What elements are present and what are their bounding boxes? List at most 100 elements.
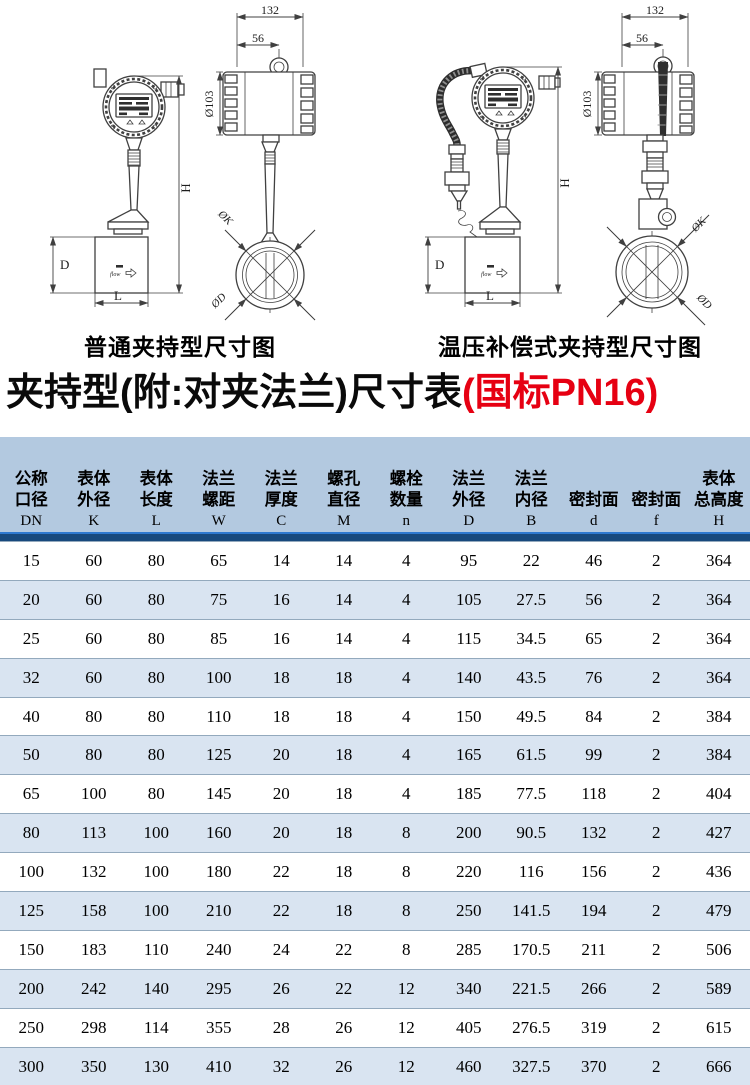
table-cell: 170.5 xyxy=(500,930,563,969)
table-cell: 65 xyxy=(188,542,251,581)
table-cell: 16 xyxy=(250,580,313,619)
table-cell: 60 xyxy=(63,580,126,619)
table-cell: 26 xyxy=(313,1008,376,1047)
dim-label-56: 56 xyxy=(636,31,648,45)
table-cell: 460 xyxy=(438,1047,501,1085)
column-symbol: K xyxy=(88,511,99,530)
table-cell: 350 xyxy=(63,1047,126,1085)
table-cell: 364 xyxy=(688,542,750,581)
table-cell: 14 xyxy=(250,542,313,581)
column-label: 螺孔 xyxy=(327,469,360,490)
table-cell: 4 xyxy=(375,542,438,581)
table-cell: 76 xyxy=(563,658,626,697)
table-cell: 506 xyxy=(688,930,750,969)
table-cell: 4 xyxy=(375,619,438,658)
column-label: 口径 xyxy=(15,490,48,511)
table-cell: 589 xyxy=(688,969,750,1008)
table-cell: 15 xyxy=(0,542,63,581)
table-cell: 410 xyxy=(188,1047,251,1085)
table-cell: 2 xyxy=(625,658,688,697)
table-cell: 20 xyxy=(0,580,63,619)
table-cell: 2 xyxy=(625,697,688,736)
column-label: 表体 xyxy=(140,469,173,490)
column-label: 表体 xyxy=(702,469,735,490)
table-cell: 77.5 xyxy=(500,775,563,814)
dimension-132: 132 xyxy=(237,3,303,67)
table-cell: 194 xyxy=(563,892,626,931)
table-cell: 80 xyxy=(125,775,188,814)
table-cell: 27.5 xyxy=(500,580,563,619)
table-cell: 116 xyxy=(500,853,563,892)
table-cell: 370 xyxy=(563,1047,626,1085)
table-cell: 40 xyxy=(0,697,63,736)
column-label: 表体 xyxy=(77,469,110,490)
column-label: 公称 xyxy=(15,469,48,490)
table-cell: 355 xyxy=(188,1008,251,1047)
table-cell: 384 xyxy=(688,736,750,775)
table-cell: 165 xyxy=(438,736,501,775)
table-cell: 12 xyxy=(375,1008,438,1047)
flow-direction-label: flow xyxy=(481,271,491,278)
column-symbol: f xyxy=(654,511,659,530)
neck-and-tube xyxy=(480,129,520,234)
table-cell: 12 xyxy=(375,1047,438,1085)
pressure-sensor-stack xyxy=(445,145,477,237)
table-cell: 250 xyxy=(438,892,501,931)
table-cell: 300 xyxy=(0,1047,63,1085)
column-label: 直径 xyxy=(327,490,360,511)
table-cell: 80 xyxy=(0,814,63,853)
column-symbol: D xyxy=(463,511,474,530)
dim-label-56: 56 xyxy=(252,31,264,45)
table-cell: 221.5 xyxy=(500,969,563,1008)
table-cell: 12 xyxy=(375,969,438,1008)
column-label: 密封面 xyxy=(632,490,682,511)
wafer-flange-circle: ØK ØD xyxy=(607,215,714,325)
table-cell: 220 xyxy=(438,853,501,892)
column-label: 厚度 xyxy=(265,490,298,511)
column-label: 密封面 xyxy=(569,490,619,511)
column-label: 内径 xyxy=(515,490,548,511)
table-cell: 26 xyxy=(250,969,313,1008)
table-cell: 22 xyxy=(313,930,376,969)
table-cell: 2 xyxy=(625,853,688,892)
table-cell: 2 xyxy=(625,814,688,853)
dimension-d: D xyxy=(425,237,465,293)
table-cell: 210 xyxy=(188,892,251,931)
table-cell: 276.5 xyxy=(500,1008,563,1047)
dimension-103: Ø103 xyxy=(202,72,223,135)
column-label: 外径 xyxy=(77,490,110,511)
meter-body: flow xyxy=(465,237,520,293)
column-label: 长度 xyxy=(140,490,173,511)
table-cell: 114 xyxy=(125,1008,188,1047)
table-cell: 14 xyxy=(313,619,376,658)
table-cell: 615 xyxy=(688,1008,750,1047)
column-label: 法兰 xyxy=(202,469,235,490)
table-cell: 2 xyxy=(625,969,688,1008)
table-cell: 185 xyxy=(438,775,501,814)
table-cell: 60 xyxy=(63,658,126,697)
table-cell: 2 xyxy=(625,736,688,775)
table-cell: 50 xyxy=(0,736,63,775)
table-cell: 84 xyxy=(563,697,626,736)
table-cell: 20 xyxy=(250,775,313,814)
table-cell: 105 xyxy=(438,580,501,619)
column-label: 总高度 xyxy=(694,490,744,511)
table-cell: 18 xyxy=(313,697,376,736)
dim-label-h: H xyxy=(178,183,193,192)
table-cell: 4 xyxy=(375,775,438,814)
column-label: 螺栓 xyxy=(390,469,423,490)
table-cell: 16 xyxy=(250,619,313,658)
drawing-compensated-front: flow D L H xyxy=(425,55,575,315)
dimension-d: D xyxy=(50,237,95,293)
table-cell: 100 xyxy=(63,775,126,814)
